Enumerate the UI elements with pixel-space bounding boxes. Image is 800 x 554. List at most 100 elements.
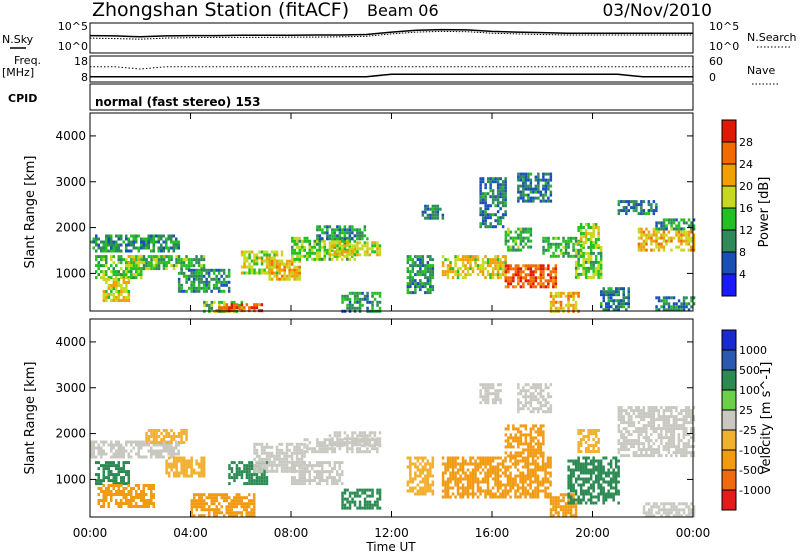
data-cell (602, 308, 605, 312)
data-cell (298, 473, 301, 477)
data-cell (665, 308, 668, 312)
data-cell (527, 264, 530, 268)
data-cell (328, 241, 332, 245)
data-cell (105, 270, 108, 274)
data-cell (491, 192, 495, 196)
data-cell (258, 482, 261, 486)
data-cell (587, 447, 590, 450)
data-cell (195, 499, 198, 503)
data-cell (476, 456, 480, 460)
data-cell (180, 283, 183, 287)
data-cell (318, 239, 321, 243)
data-cell (481, 395, 485, 399)
data-cell (539, 489, 542, 493)
data-cell (544, 248, 548, 252)
data-cell (270, 451, 274, 455)
data-cell (529, 451, 533, 455)
data-cell (205, 508, 208, 512)
data-cell (336, 473, 339, 477)
data-cell (293, 448, 296, 452)
data-cell (650, 233, 653, 237)
data-cell (140, 258, 143, 262)
data-cell (366, 244, 369, 248)
data-cell (127, 473, 130, 477)
data-cell (587, 498, 590, 502)
data-cell (647, 236, 651, 240)
data-cell (175, 243, 178, 247)
data-cell (341, 294, 344, 298)
data-cell (326, 228, 329, 232)
data-cell (672, 221, 676, 225)
data-cell (227, 289, 231, 293)
data-cell (142, 237, 145, 241)
data-cell (489, 225, 492, 229)
data-cell (554, 505, 558, 509)
data-cell (424, 267, 427, 271)
data-cell (248, 476, 251, 480)
data-cell (371, 494, 374, 498)
data-cell (577, 229, 580, 232)
data-cell (562, 499, 565, 503)
data-cell (544, 477, 547, 481)
data-cell (614, 477, 618, 481)
data-cell (298, 451, 301, 455)
data-cell (549, 303, 553, 307)
data-cell (311, 467, 314, 471)
data-cell (291, 251, 294, 255)
data-cell (486, 401, 490, 405)
data-cell (376, 241, 379, 245)
data-cell (517, 279, 520, 283)
data-cell (426, 282, 430, 286)
data-cell (225, 499, 228, 503)
data-cell (263, 476, 266, 480)
data-cell (102, 243, 105, 247)
data-cell (491, 261, 495, 265)
data-cell (137, 255, 140, 259)
data-cell (145, 441, 148, 444)
data-cell (506, 468, 510, 472)
data-cell (341, 473, 344, 477)
data-cell (539, 282, 543, 286)
data-cell (501, 471, 505, 475)
data-cell (504, 180, 507, 184)
data-cell (481, 386, 485, 390)
data-cell (193, 514, 196, 518)
data-cell (92, 246, 95, 250)
data-cell (589, 275, 593, 279)
data-cell (321, 239, 324, 243)
data-cell (474, 468, 477, 472)
data-cell (411, 258, 415, 262)
data-cell (534, 471, 537, 475)
data-cell (529, 477, 532, 481)
data-cell (599, 477, 603, 481)
data-cell (215, 286, 218, 290)
data-cell (514, 483, 517, 487)
data-cell (150, 499, 153, 502)
data-cell (544, 190, 548, 194)
data-cell (135, 264, 138, 268)
data-cell (494, 398, 497, 402)
data-cell (461, 276, 465, 280)
data-cell (130, 455, 133, 459)
data-cell (529, 445, 533, 449)
data-cell (192, 277, 196, 281)
data-cell (522, 386, 525, 390)
data-cell (180, 264, 183, 268)
data-cell (594, 435, 598, 438)
data-cell (110, 234, 113, 238)
data-cell (532, 273, 535, 277)
data-cell (514, 248, 518, 252)
data-cell (572, 462, 575, 466)
data-cell (140, 267, 143, 271)
data-cell (326, 461, 329, 465)
data-cell (376, 488, 379, 492)
data-cell (373, 434, 377, 438)
data-cell (280, 442, 284, 446)
data-cell (215, 496, 218, 500)
data-cell (142, 455, 145, 459)
data-cell (496, 264, 500, 268)
data-cell (542, 430, 545, 434)
data-cell (263, 259, 266, 263)
data-cell (195, 459, 198, 463)
data-cell (336, 237, 339, 241)
